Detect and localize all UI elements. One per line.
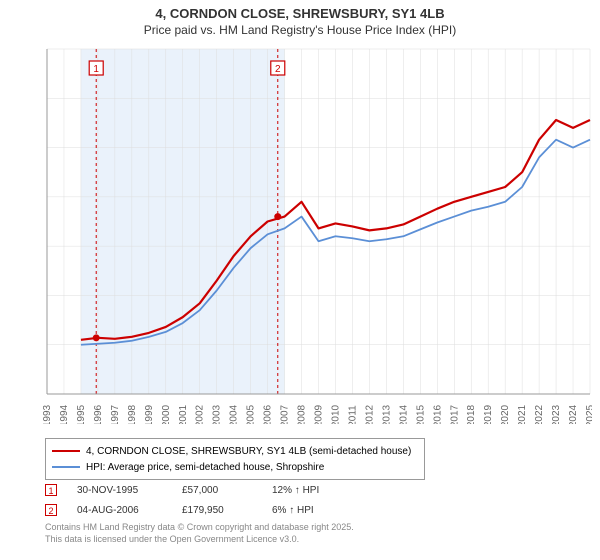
svg-text:2011: 2011	[347, 405, 358, 424]
legend-swatch	[52, 450, 80, 452]
sale-date: 30-NOV-1995	[77, 485, 162, 496]
svg-text:1998: 1998	[127, 404, 138, 424]
title-line2: Price paid vs. HM Land Registry's House …	[0, 23, 600, 37]
svg-text:1996: 1996	[93, 404, 104, 424]
svg-text:2020: 2020	[500, 404, 511, 424]
legend-label: HPI: Average price, semi-detached house,…	[86, 462, 324, 473]
footer: Contains HM Land Registry data © Crown c…	[45, 522, 354, 545]
chart-container: 4, CORNDON CLOSE, SHREWSBURY, SY1 4LB Pr…	[0, 0, 600, 560]
svg-text:2007: 2007	[280, 404, 291, 424]
svg-text:2: 2	[275, 64, 281, 75]
svg-text:2010: 2010	[330, 404, 341, 424]
svg-text:1: 1	[93, 64, 99, 75]
sale-date: 04-AUG-2006	[77, 505, 162, 516]
svg-text:1994: 1994	[59, 404, 70, 424]
legend-label: 4, CORNDON CLOSE, SHREWSBURY, SY1 4LB (s…	[86, 446, 411, 457]
svg-text:2016: 2016	[432, 404, 443, 424]
svg-text:1995: 1995	[76, 404, 87, 424]
title-line1: 4, CORNDON CLOSE, SHREWSBURY, SY1 4LB	[0, 6, 600, 21]
svg-text:2025: 2025	[585, 404, 592, 424]
svg-text:2018: 2018	[466, 404, 477, 424]
svg-text:2003: 2003	[212, 404, 223, 424]
svg-text:2015: 2015	[415, 404, 426, 424]
svg-text:2012: 2012	[364, 404, 375, 424]
svg-text:2023: 2023	[551, 404, 562, 424]
svg-text:2004: 2004	[229, 404, 240, 424]
svg-text:2001: 2001	[178, 404, 189, 424]
svg-text:2002: 2002	[195, 404, 206, 424]
sale-row: 2 04-AUG-2006 £179,950 6% ↑ HPI	[45, 500, 352, 520]
footer-line2: This data is licensed under the Open Gov…	[45, 534, 354, 546]
legend-row: HPI: Average price, semi-detached house,…	[52, 459, 418, 475]
svg-text:2006: 2006	[263, 404, 274, 424]
svg-text:2017: 2017	[449, 404, 460, 424]
svg-text:2000: 2000	[161, 404, 172, 424]
svg-text:2021: 2021	[517, 404, 528, 424]
price-chart: £0£50K£100K£150K£200K£250K£300K£350K1993…	[42, 44, 592, 424]
svg-text:2009: 2009	[314, 404, 325, 424]
sale-hpi: 12% ↑ HPI	[272, 485, 352, 496]
svg-text:2022: 2022	[534, 404, 545, 424]
sale-hpi: 6% ↑ HPI	[272, 505, 352, 516]
svg-text:2024: 2024	[568, 404, 579, 424]
svg-text:2008: 2008	[297, 404, 308, 424]
svg-text:1999: 1999	[144, 404, 155, 424]
svg-text:2005: 2005	[246, 404, 257, 424]
svg-text:1997: 1997	[110, 404, 121, 424]
legend: 4, CORNDON CLOSE, SHREWSBURY, SY1 4LB (s…	[45, 438, 425, 480]
svg-text:1993: 1993	[42, 404, 53, 424]
footer-line1: Contains HM Land Registry data © Crown c…	[45, 522, 354, 534]
svg-text:2014: 2014	[398, 404, 409, 424]
sale-price: £179,950	[182, 505, 252, 516]
legend-swatch	[52, 466, 80, 468]
sale-price: £57,000	[182, 485, 252, 496]
sale-row: 1 30-NOV-1995 £57,000 12% ↑ HPI	[45, 480, 352, 500]
title-block: 4, CORNDON CLOSE, SHREWSBURY, SY1 4LB Pr…	[0, 0, 600, 37]
sale-marker: 2	[45, 504, 57, 516]
svg-text:2019: 2019	[483, 404, 494, 424]
svg-text:2013: 2013	[381, 404, 392, 424]
sale-marker: 1	[45, 484, 57, 496]
legend-row: 4, CORNDON CLOSE, SHREWSBURY, SY1 4LB (s…	[52, 443, 418, 459]
sales-table: 1 30-NOV-1995 £57,000 12% ↑ HPI 2 04-AUG-2006…	[45, 480, 352, 520]
